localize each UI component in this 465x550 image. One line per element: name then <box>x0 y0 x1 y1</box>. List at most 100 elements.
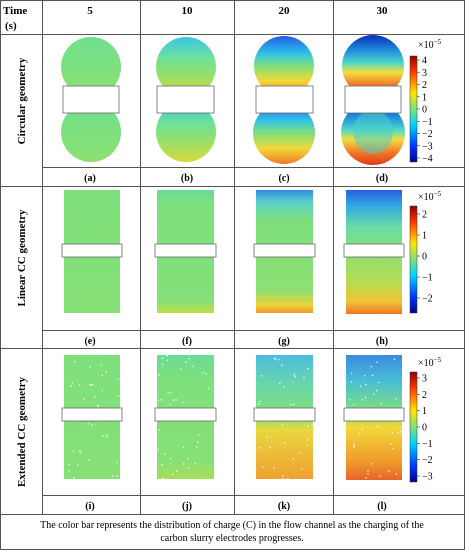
speckle <box>282 423 284 425</box>
speckle <box>157 448 159 451</box>
speckle <box>175 399 177 401</box>
colorbar-tick-label: −1 <box>422 439 433 450</box>
speckle <box>391 431 393 434</box>
speckle <box>83 398 86 400</box>
speckle <box>180 368 182 370</box>
colorbar-tick-label: 3 <box>422 68 427 79</box>
speckle <box>164 453 166 455</box>
speckle <box>294 375 296 378</box>
speckle <box>293 374 295 376</box>
speckle <box>287 477 289 480</box>
speckle <box>79 451 82 454</box>
speckle <box>112 475 114 477</box>
time-col-20: 20 <box>279 5 291 17</box>
panel-j <box>154 355 217 479</box>
speckle <box>278 359 280 361</box>
speckle <box>170 391 172 394</box>
speckle <box>161 363 164 365</box>
colorbar-tick-label: 1 <box>422 92 427 103</box>
speckle <box>117 378 119 380</box>
panel-f <box>154 190 217 313</box>
speckle <box>187 467 190 469</box>
row-label-extended: Extended CC geometry <box>16 377 28 487</box>
speckle <box>89 383 91 386</box>
speckle <box>91 384 94 386</box>
colorbar-linear-ticks: 2 1 0 −1 −2 <box>417 210 433 305</box>
speckle <box>378 475 381 477</box>
speckle <box>365 477 367 479</box>
colorbar-extended-ticks: 3 2 1 0 −1 −2 −3 <box>417 374 433 483</box>
speckle <box>71 382 73 385</box>
speckle <box>101 374 103 376</box>
speckle <box>185 361 187 363</box>
speckle <box>279 382 281 385</box>
speckle <box>79 450 81 452</box>
panel-label-d: (d) <box>376 173 388 184</box>
speckle <box>115 461 118 464</box>
speckle <box>273 357 276 360</box>
speckle <box>390 443 392 445</box>
panel-label-a: (a) <box>84 173 96 184</box>
colorbar-tick-label: 2 <box>422 80 427 91</box>
speckle <box>160 399 163 401</box>
speckle <box>290 404 292 406</box>
panel-i <box>61 355 123 479</box>
caption-line-2: carbon slurry electrodes progresses. <box>160 533 303 544</box>
speckle <box>102 435 104 437</box>
colorbar-tick-label: −3 <box>422 472 433 483</box>
speckle <box>282 477 284 480</box>
speckle <box>172 473 174 475</box>
speckle <box>158 429 161 431</box>
speckle <box>370 365 373 368</box>
colorbar-tick-label: 1 <box>422 231 427 242</box>
speckle <box>365 384 367 386</box>
speckle <box>273 467 275 469</box>
speckle <box>376 389 378 392</box>
panel-c <box>253 36 315 164</box>
colorbar-tick-label: 1 <box>422 406 427 417</box>
speckle <box>307 368 309 370</box>
speckle <box>197 441 199 443</box>
speckle <box>269 446 271 449</box>
colorbar-tick-label: −2 <box>422 129 433 140</box>
row-label-linear: Linear CC geometry <box>16 209 28 306</box>
time-header-label: Time <box>3 5 27 17</box>
speckle <box>196 446 198 448</box>
speckle <box>192 365 194 368</box>
colorbar-linear: 2 1 0 −1 −2 ×10−5 <box>409 190 442 314</box>
colorbar-tick-label: −1 <box>422 273 433 284</box>
speckle <box>94 396 96 398</box>
panel-label-c: (c) <box>278 173 289 184</box>
speckle <box>72 450 74 453</box>
speckle <box>282 474 284 477</box>
panel-e <box>61 190 123 313</box>
speckle <box>311 423 313 426</box>
speckle <box>306 444 308 446</box>
colorbar-tick-label: 2 <box>422 390 427 401</box>
speckle <box>307 439 310 441</box>
speckle <box>169 403 171 406</box>
speckle <box>106 436 108 438</box>
speckle <box>395 398 398 400</box>
speckle <box>274 358 277 360</box>
speckle <box>283 386 285 388</box>
speckle <box>258 400 261 403</box>
panel-label-i: (i) <box>85 501 94 512</box>
panel-label-j: (j) <box>182 501 192 512</box>
speckle <box>293 403 295 405</box>
speckle <box>377 425 379 428</box>
caption-line-1: The color bar represents the distributio… <box>40 520 424 531</box>
speckle <box>117 395 119 397</box>
speckle <box>73 361 76 363</box>
speckle <box>307 425 309 427</box>
speckle <box>353 443 355 445</box>
panel-label-k: (k) <box>278 501 290 512</box>
panel-label-b: (b) <box>181 173 193 184</box>
speckle <box>170 458 172 460</box>
speckle <box>97 404 100 407</box>
speckle <box>395 473 398 475</box>
colorbar-tick-label: −2 <box>422 294 433 305</box>
time-col-5: 5 <box>87 5 93 17</box>
speckle <box>88 459 90 461</box>
